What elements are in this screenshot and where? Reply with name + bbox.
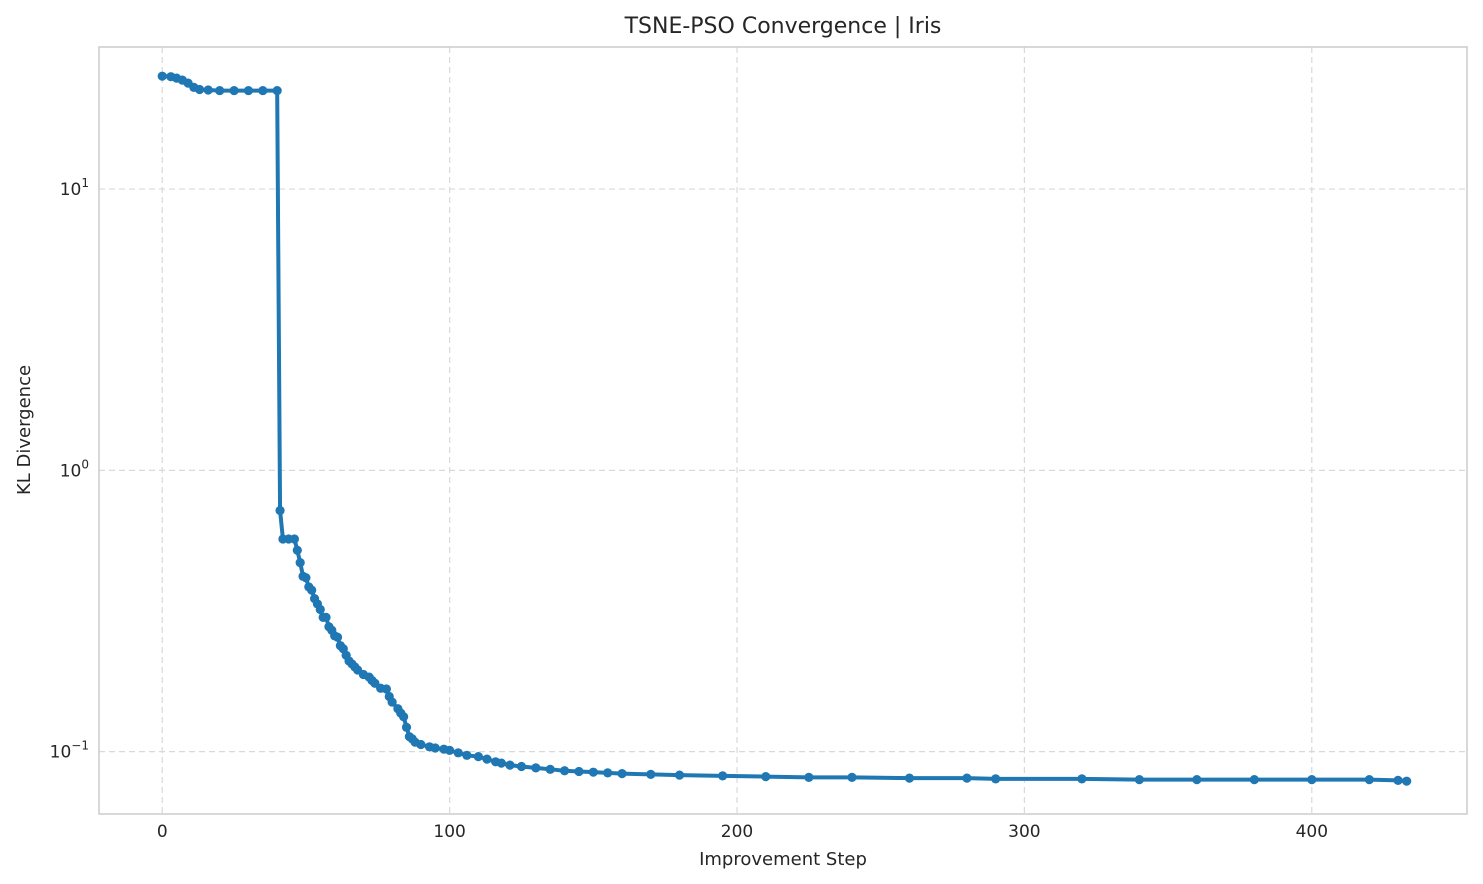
data-point <box>545 764 555 774</box>
y-tick-label: 101 <box>60 176 89 200</box>
y-tick-exponent: 1 <box>81 176 89 190</box>
data-point <box>307 585 317 595</box>
data-point <box>718 771 728 781</box>
y-tick-base: 10 <box>60 180 82 200</box>
data-point <box>215 85 225 96</box>
x-tick-label: 200 <box>721 822 753 842</box>
x-tick-label: 300 <box>1008 822 1040 842</box>
data-point <box>258 85 268 96</box>
data-point <box>157 71 167 81</box>
y-tick-base: 10 <box>50 743 72 763</box>
data-point <box>387 697 397 707</box>
data-point <box>574 766 584 777</box>
data-point <box>462 750 472 760</box>
data-point <box>301 573 311 583</box>
data-point <box>203 85 213 95</box>
x-tick-label: 0 <box>157 822 168 842</box>
data-point <box>962 773 972 783</box>
series-markers <box>157 71 1412 786</box>
data-point <box>847 772 857 782</box>
data-point <box>991 774 1001 784</box>
data-point <box>1307 775 1317 785</box>
y-tick-base: 10 <box>60 461 82 481</box>
data-point <box>315 604 325 615</box>
data-point <box>194 84 205 95</box>
chart-title: TSNE-PSO Convergence | Iris <box>624 14 942 39</box>
data-point <box>272 85 282 96</box>
data-point <box>321 612 331 623</box>
data-point <box>904 773 915 783</box>
data-point <box>1393 775 1403 786</box>
data-point <box>332 632 343 642</box>
y-axis-label: KL Divergence <box>14 365 35 495</box>
data-point <box>453 748 463 758</box>
data-point <box>588 767 598 777</box>
data-point <box>430 743 440 753</box>
data-point <box>243 85 254 96</box>
data-point <box>275 505 285 516</box>
data-point <box>646 769 656 779</box>
data-point <box>1402 776 1412 786</box>
data-point <box>399 712 409 722</box>
data-point <box>761 771 771 782</box>
data-point <box>1134 775 1144 785</box>
x-tick-label: 100 <box>433 822 465 842</box>
data-point <box>229 85 239 96</box>
grid-lines <box>99 47 1467 814</box>
data-point <box>473 751 483 762</box>
data-point <box>1192 775 1202 785</box>
x-tick-label: 400 <box>1296 822 1328 842</box>
data-point <box>531 763 541 773</box>
data-point <box>603 768 613 778</box>
data-point <box>289 534 300 544</box>
data-point <box>674 770 685 780</box>
data-point <box>617 769 627 779</box>
plot-frame <box>98 46 1468 815</box>
data-point <box>292 545 302 555</box>
y-tick-exponent: 0 <box>81 457 89 471</box>
data-point <box>482 754 492 764</box>
data-point <box>295 557 305 568</box>
data-point <box>416 739 426 750</box>
data-point <box>804 772 814 782</box>
series-layer <box>157 71 1412 786</box>
data-point <box>1249 775 1259 785</box>
y-tick-exponent: −1 <box>71 739 89 753</box>
data-point <box>401 722 412 732</box>
data-point <box>1077 774 1087 784</box>
data-point <box>381 684 391 694</box>
data-point <box>505 760 515 770</box>
y-tick-label: 100 <box>60 457 89 481</box>
data-point <box>559 766 570 776</box>
data-point <box>496 758 506 768</box>
data-point <box>1364 775 1374 785</box>
series-line <box>160 74 1409 784</box>
x-axis-label: Improvement Step <box>699 849 867 870</box>
data-point <box>445 745 455 755</box>
data-point <box>516 761 527 772</box>
y-tick-label: 10−1 <box>50 739 89 763</box>
